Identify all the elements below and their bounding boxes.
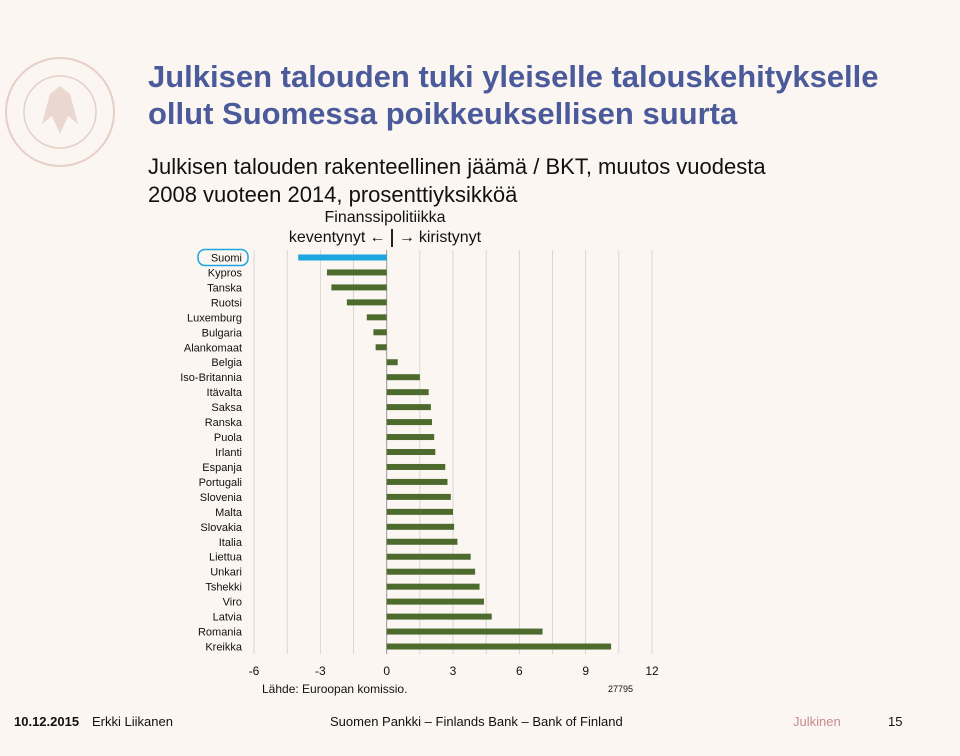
- category-label: Viro: [223, 597, 242, 609]
- highlight-outline: [197, 248, 249, 267]
- category-label: Alankomaat: [184, 342, 242, 354]
- bar-luxemburg: [366, 314, 387, 321]
- footer-author: Erkki Liikanen: [92, 714, 173, 729]
- category-label: Portugali: [199, 477, 242, 489]
- page-title: Julkisen talouden tuki yleiselle talousk…: [148, 58, 938, 132]
- category-label: Romania: [198, 627, 243, 639]
- category-label: Suomi: [211, 252, 242, 264]
- policy-left-label: keventynyt: [288, 229, 366, 246]
- divider: [391, 229, 393, 247]
- bar-malta: [386, 508, 453, 515]
- policy-title: Finanssipolitiikka: [324, 209, 446, 226]
- bar-romania: [386, 628, 543, 635]
- bar-portugali: [386, 478, 448, 485]
- bar-kreikka: [386, 643, 612, 650]
- category-label: Iso-Britannia: [180, 372, 243, 384]
- subtitle-line-2: 2008 vuoteen 2014, prosenttiyksikköä: [148, 182, 518, 207]
- bank-seal-logo: [5, 57, 115, 167]
- bar-iso-britannia: [386, 374, 420, 381]
- category-label: Ruotsi: [211, 297, 242, 309]
- bar-italia: [386, 538, 458, 545]
- bar-unkari: [386, 568, 476, 575]
- category-label: Luxemburg: [187, 312, 242, 324]
- right-arrow-icon: →: [398, 229, 415, 246]
- subtitle-line-1: Julkisen talouden rakenteellinen jäämä /…: [148, 154, 766, 179]
- footer-date: 10.12.2015: [14, 714, 80, 729]
- bar-tshekki: [386, 583, 480, 590]
- category-label: Tshekki: [205, 582, 242, 594]
- category-label: Kypros: [208, 267, 243, 279]
- category-label: Ranska: [205, 417, 243, 429]
- bar-ranska: [386, 419, 432, 426]
- page-number: 15: [888, 714, 903, 729]
- bar-alankomaat: [375, 344, 387, 351]
- title-line-2: ollut Suomessa poikkeuksellisen suurta: [148, 96, 738, 131]
- x-tick-label: -3: [315, 664, 326, 678]
- bar-saksa: [386, 404, 431, 411]
- bar-chart: Suomi Kypros Tanska Ruotsi Luxemburg Bulgaria…: [180, 248, 659, 678]
- bar-tanska: [331, 284, 387, 291]
- category-label: Espanja: [202, 462, 243, 474]
- bar-ruotsi: [346, 299, 387, 306]
- policy-right-label: kiristynyt: [418, 229, 482, 246]
- category-label: Tanska: [207, 282, 243, 294]
- bar-bulgaria: [373, 329, 387, 336]
- source-note: Lähde: Euroopan komissio.: [262, 682, 408, 696]
- chart-subtitle: Julkisen talouden rakenteellinen jäämä /…: [148, 153, 938, 209]
- category-label: Puola: [214, 432, 243, 444]
- x-tick-label: 3: [450, 664, 457, 678]
- bar-belgia: [386, 359, 398, 366]
- bar-suomi: [298, 254, 387, 261]
- bar-kypros: [326, 269, 387, 276]
- title-line-1: Julkisen talouden tuki yleiselle talousk…: [148, 59, 879, 94]
- category-label: Belgia: [211, 357, 242, 369]
- left-arrow-icon: ←: [369, 229, 386, 246]
- footer-organization: Suomen Pankki – Finlands Bank – Bank of …: [330, 714, 623, 729]
- x-tick-label: -6: [249, 664, 260, 678]
- category-label: Kreikka: [205, 642, 243, 654]
- x-tick-label: 9: [582, 664, 589, 678]
- footer-classification: Julkinen: [793, 714, 841, 729]
- bar-slovakia: [386, 523, 455, 530]
- category-label: Itävalta: [207, 387, 243, 399]
- category-label: Slovakia: [200, 522, 242, 534]
- category-label: Bulgaria: [202, 327, 243, 339]
- category-label: Latvia: [213, 612, 243, 624]
- chart-code: 27795: [608, 684, 634, 694]
- bar-espanja: [386, 463, 446, 470]
- category-label: Irlanti: [215, 447, 242, 459]
- policy-annotation: Finanssipolitiikka keventynyt ← → kirist…: [250, 208, 520, 248]
- bar-slovenia: [386, 493, 451, 500]
- x-tick-label: 0: [383, 664, 390, 678]
- bar-irlanti: [386, 449, 436, 455]
- bar-itävalta: [386, 389, 429, 396]
- x-tick-label: 12: [645, 664, 659, 678]
- category-label: Slovenia: [200, 492, 243, 504]
- category-label: Unkari: [210, 567, 242, 579]
- bar-viro: [386, 598, 484, 605]
- category-label: Malta: [215, 507, 243, 519]
- x-tick-label: 6: [516, 664, 523, 678]
- category-label: Liettua: [209, 552, 243, 564]
- bar-latvia: [386, 613, 492, 620]
- policy-direction: keventynyt ← → kiristynyt: [250, 228, 520, 248]
- category-label: Saksa: [211, 402, 242, 414]
- bar-liettua: [386, 553, 471, 560]
- category-label: Italia: [219, 537, 243, 549]
- bar-puola: [386, 434, 435, 441]
